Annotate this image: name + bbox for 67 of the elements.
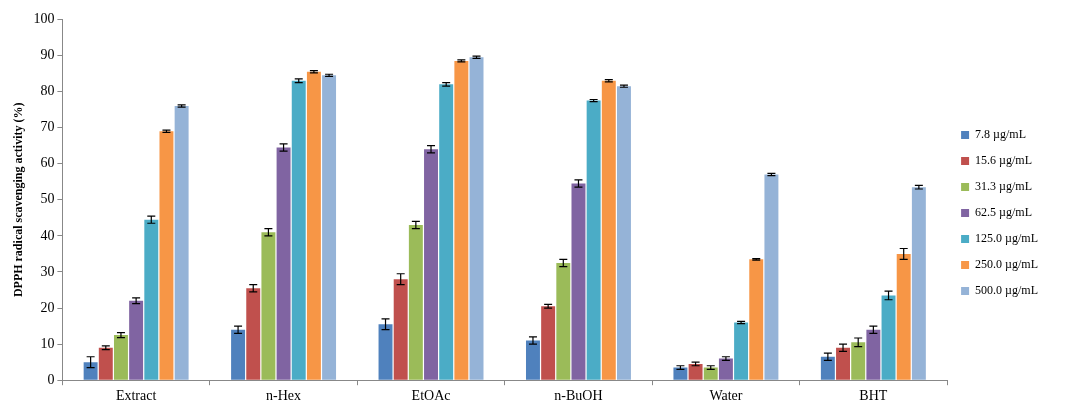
x-tick-label: n-Hex [266,388,302,404]
x-tick-label: Extract [115,388,157,404]
y-axis-title: DPPH radical scavenging activity (%) [11,102,26,298]
y-tick-label: 70 [40,119,55,135]
bar [231,329,246,380]
bar [261,232,276,380]
y-tick-label: 10 [40,335,55,351]
bar [454,60,469,380]
legend-label: 250.0 µg/mL [975,257,1039,272]
bar [291,80,306,380]
legend-label: 62.5 µg/mL [975,205,1033,220]
bar [322,75,337,380]
bar [83,362,98,380]
bar [616,86,631,380]
bar [129,300,144,380]
bar [378,324,393,380]
bar [246,288,261,380]
bar [306,71,321,380]
y-tick-label: 90 [40,47,55,63]
y-tick-label: 20 [40,299,55,315]
bar [571,183,586,380]
bar [144,219,159,380]
bar [688,363,703,380]
bar [586,100,601,380]
x-tick-label: n-BuOH [554,388,603,404]
legend-label: 500.0 µg/mL [975,283,1039,298]
bar [525,340,540,380]
x-tick-label: Water [709,388,743,404]
bar [836,347,851,380]
bar [866,329,881,380]
bar [749,259,764,380]
bar [408,225,423,380]
bar [424,149,438,380]
bar [764,174,779,380]
bar [601,80,616,380]
y-tick-label: 30 [40,263,55,279]
bar [896,253,911,380]
y-tick-label: 100 [33,11,55,27]
bar [881,295,896,380]
bar [98,347,113,380]
bar [469,57,484,380]
y-tick-label: 50 [40,191,55,207]
x-tick-label: EtOAc [411,388,451,404]
bar [541,306,556,380]
y-tick-label: 60 [40,155,55,171]
bar [439,84,454,380]
bar [673,367,688,380]
bar [556,262,571,380]
y-tick-label: 80 [40,83,55,99]
legend-label: 125.0 µg/mL [975,231,1039,246]
legend-label: 31.3 µg/mL [975,179,1033,194]
bar [911,187,926,380]
y-tick-label: 40 [40,227,55,243]
bar [174,105,189,380]
bar [393,279,408,380]
x-tick-label: BHT [859,388,888,404]
bar [718,358,733,380]
bar [113,335,128,380]
bar [734,322,749,380]
bar [851,342,866,380]
bar [276,147,291,380]
y-tick-label: 0 [47,371,55,387]
bar [159,131,174,380]
legend-label: 7.8 µg/mL [975,127,1027,142]
bar [703,367,718,380]
bar [820,356,835,380]
legend-label: 15.6 µg/mL [975,153,1033,168]
